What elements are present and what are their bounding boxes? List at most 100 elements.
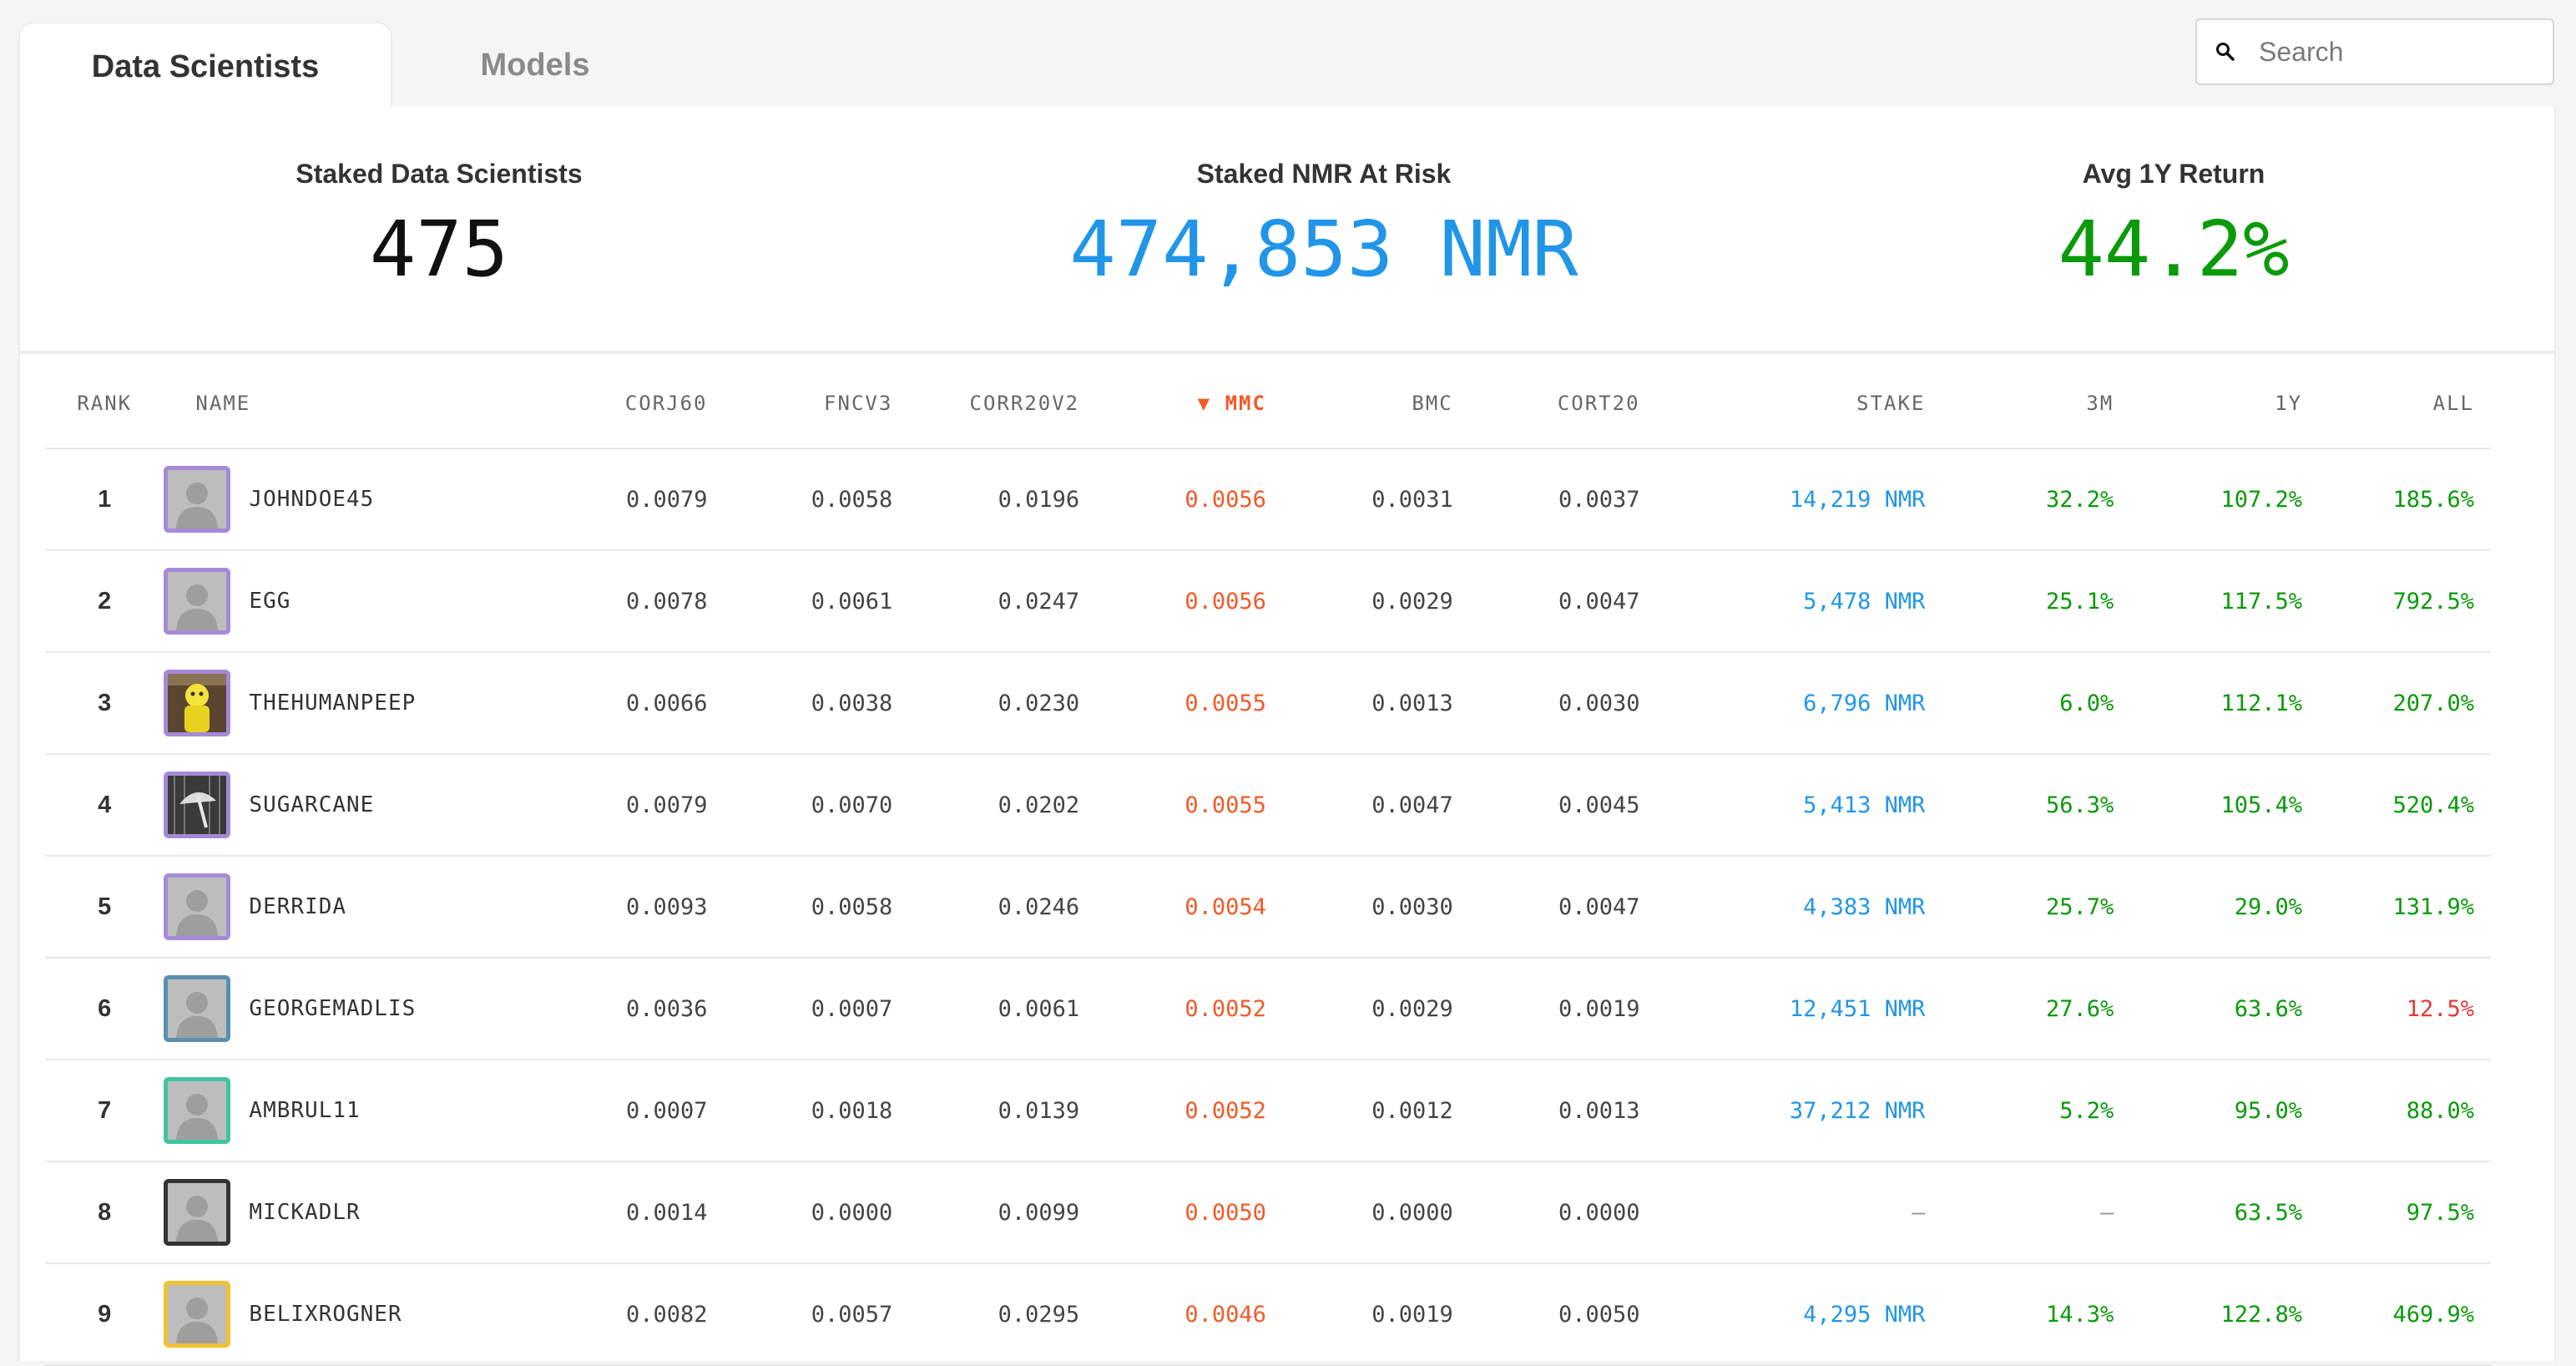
name-cell[interactable]: GEORGEMADLIS: [164, 958, 496, 1060]
table-row[interactable]: 8 MICKADLR 0.0014 0.0000 0.0099 0.0050 0.0000 0…: [45, 1161, 2491, 1264]
username-link[interactable]: GEORGEMADLIS: [249, 996, 417, 1021]
col-header-1y[interactable]: 1Y: [2114, 359, 2303, 449]
name-cell[interactable]: SUGARCANE: [164, 754, 496, 857]
mmc-cell: 0.0046: [1079, 1263, 1266, 1366]
return-all-cell: 207.0%: [2302, 652, 2491, 755]
stake-cell: 6,796 NMR: [1639, 652, 1926, 755]
avatar[interactable]: [164, 568, 231, 635]
col-header-mmc-label: MMC: [1225, 392, 1266, 415]
bmc-cell: 0.0012: [1265, 1060, 1453, 1162]
table-row[interactable]: 9 BELIXROGNER 0.0082 0.0057 0.0295 0.0046 0.00…: [45, 1263, 2491, 1366]
username-link[interactable]: THEHUMANPEEP: [249, 691, 417, 716]
corj60-cell: 0.0036: [495, 958, 708, 1060]
bmc-cell: 0.0030: [1265, 856, 1453, 959]
col-header-3m[interactable]: 3M: [1925, 359, 2114, 449]
mmc-cell: 0.0050: [1079, 1161, 1266, 1264]
cort20-cell: 0.0047: [1452, 550, 1640, 653]
name-cell[interactable]: DERRIDA: [164, 856, 496, 959]
col-header-all[interactable]: ALL: [2302, 359, 2491, 449]
name-cell[interactable]: BELIXROGNER: [164, 1263, 496, 1366]
avatar[interactable]: [164, 1077, 231, 1144]
table-row[interactable]: 5 DERRIDA 0.0093 0.0058 0.0246 0.0054 0.0030 0.…: [45, 856, 2491, 959]
col-header-rank[interactable]: RANK: [45, 359, 164, 449]
avatar[interactable]: [164, 975, 231, 1042]
fncv3-cell: 0.0018: [707, 1060, 893, 1162]
mmc-cell: 0.0055: [1079, 652, 1266, 755]
search-input[interactable]: [2257, 35, 2536, 68]
corr20v2-cell: 0.0099: [892, 1161, 1080, 1264]
fncv3-cell: 0.0007: [707, 958, 893, 1060]
avatar[interactable]: [164, 1281, 231, 1348]
cort20-cell: 0.0050: [1452, 1263, 1640, 1366]
username-link[interactable]: JOHNDOE45: [249, 487, 375, 512]
rank-cell: 8: [45, 1161, 164, 1264]
corr20v2-cell: 0.0230: [892, 652, 1080, 755]
stat-label: Staked NMR At Risk: [1196, 159, 1452, 189]
username-link[interactable]: AMBRUL11: [249, 1098, 361, 1123]
mmc-cell: 0.0052: [1079, 1060, 1266, 1162]
tab-data-scientists[interactable]: Data Scientists: [18, 22, 392, 110]
cort20-cell: 0.0013: [1452, 1060, 1640, 1162]
summary-stats: Staked Data Scientists 475 Staked NMR At…: [20, 107, 2554, 354]
col-header-corr20v2[interactable]: CORR20V2: [892, 359, 1080, 449]
table-row[interactable]: 6 GEORGEMADLIS 0.0036 0.0007 0.0061 0.0052 0.0…: [45, 958, 2491, 1060]
avatar[interactable]: [164, 873, 231, 940]
col-header-corj60[interactable]: CORJ60: [495, 359, 708, 449]
corj60-cell: 0.0007: [495, 1060, 708, 1162]
corr20v2-cell: 0.0196: [892, 448, 1080, 551]
name-cell[interactable]: AMBRUL11: [164, 1060, 496, 1162]
cort20-cell: 0.0030: [1452, 652, 1640, 755]
rank-cell: 4: [45, 754, 164, 857]
cort20-cell: 0.0037: [1452, 448, 1640, 551]
name-cell[interactable]: JOHNDOE45: [164, 448, 496, 551]
table-row[interactable]: 2 EGG 0.0078 0.0061 0.0247 0.0056 0.0029 0.0047…: [45, 550, 2491, 653]
corj60-cell: 0.0079: [495, 754, 708, 857]
rank-cell: 6: [45, 958, 164, 1060]
name-cell[interactable]: MICKADLR: [164, 1161, 496, 1264]
username-link[interactable]: DERRIDA: [249, 894, 346, 919]
fncv3-cell: 0.0038: [707, 652, 893, 755]
col-header-bmc[interactable]: BMC: [1265, 359, 1453, 449]
return-all-cell: 520.4%: [2302, 754, 2491, 857]
avatar[interactable]: [164, 670, 231, 736]
name-cell[interactable]: THEHUMANPEEP: [164, 652, 496, 755]
mmc-cell: 0.0056: [1079, 550, 1266, 653]
fncv3-cell: 0.0058: [707, 856, 893, 959]
table-row[interactable]: 7 AMBRUL11 0.0007 0.0018 0.0139 0.0052 0.0012 0…: [45, 1060, 2491, 1162]
username-link[interactable]: SUGARCANE: [249, 792, 375, 817]
table-row[interactable]: 4 SUGARCANE 0.0079 0.0070 0.0202 0.0055 0.0047…: [45, 754, 2491, 857]
tab-models[interactable]: Models: [480, 47, 590, 83]
return-3m-cell: 27.6%: [1925, 958, 2114, 1060]
username-link[interactable]: MICKADLR: [249, 1200, 361, 1225]
col-header-mmc[interactable]: ▼ MMC: [1079, 359, 1266, 449]
search-icon: [2215, 42, 2235, 62]
stat-label: Staked Data Scientists: [295, 159, 583, 189]
stake-cell: 4,295 NMR: [1639, 1263, 1926, 1366]
return-all-cell: 131.9%: [2302, 856, 2491, 959]
return-1y-cell: 29.0%: [2114, 856, 2303, 959]
col-header-fncv3[interactable]: FNCV3: [707, 359, 893, 449]
stake-cell: 12,451 NMR: [1639, 958, 1926, 1060]
search-box[interactable]: [2195, 18, 2554, 85]
col-header-cort20[interactable]: CORT20: [1452, 359, 1640, 449]
avatar[interactable]: [164, 772, 231, 838]
col-header-stake[interactable]: STAKE: [1639, 359, 1926, 449]
fncv3-cell: 0.0061: [707, 550, 893, 653]
table-header-row: RANK NAME CORJ60 FNCV3 CORR20V2 ▼ MMC BM…: [45, 359, 2491, 449]
corj60-cell: 0.0082: [495, 1263, 708, 1366]
table-row[interactable]: 1 JOHNDOE45 0.0079 0.0058 0.0196 0.0056 0.0031…: [45, 448, 2491, 551]
username-link[interactable]: EGG: [249, 589, 291, 614]
stake-cell: 14,219 NMR: [1639, 448, 1926, 551]
name-cell[interactable]: EGG: [164, 550, 496, 653]
username-link[interactable]: BELIXROGNER: [249, 1302, 402, 1327]
avatar[interactable]: [164, 466, 231, 533]
fncv3-cell: 0.0000: [707, 1161, 893, 1264]
col-header-name[interactable]: NAME: [164, 359, 496, 449]
sort-desc-icon: ▼: [1197, 392, 1212, 415]
return-all-cell: 97.5%: [2302, 1161, 2491, 1264]
cort20-cell: 0.0019: [1452, 958, 1640, 1060]
table-row[interactable]: 3 THEHUMANPEEP 0.0066 0.0038 0.0230 0.0055 0.0…: [45, 652, 2491, 755]
avatar[interactable]: [164, 1179, 231, 1246]
return-3m-cell: –: [1925, 1161, 2114, 1264]
return-all-cell: 469.9%: [2302, 1263, 2491, 1366]
